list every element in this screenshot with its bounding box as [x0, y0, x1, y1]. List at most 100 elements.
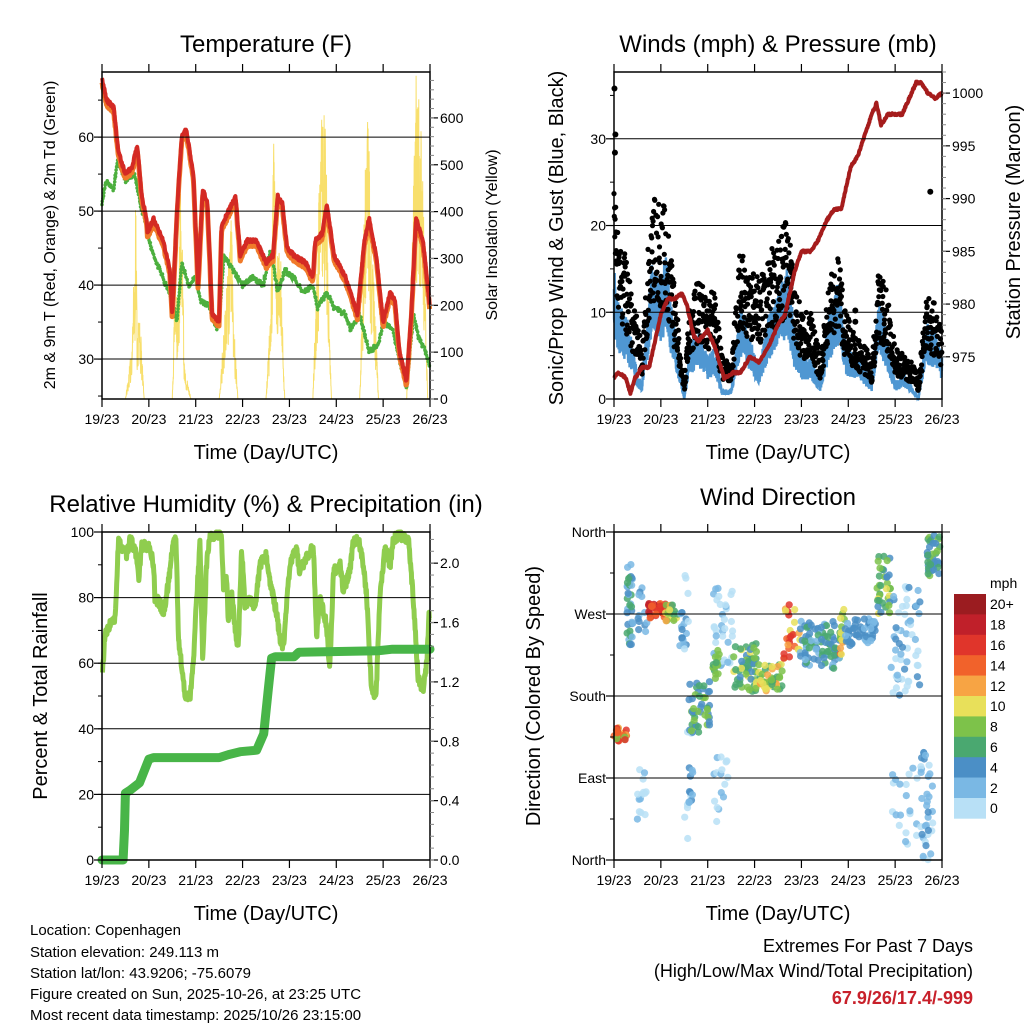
extremes-summary: Extremes For Past 7 Days (High/Low/Max W… [654, 936, 973, 1008]
direction-point [782, 607, 790, 615]
gust-point [657, 259, 663, 266]
direction-point [935, 533, 944, 541]
gust-point [650, 290, 656, 296]
y-tick-label: 0 [598, 391, 606, 407]
direction-point [902, 792, 910, 800]
gust-point [673, 300, 679, 306]
direction-point [703, 706, 712, 714]
y-tick-label: 80 [78, 590, 94, 606]
gust-point [884, 307, 890, 313]
gust-point [809, 317, 815, 323]
gust-point [676, 336, 682, 342]
direction-point [711, 653, 720, 661]
gust-point [923, 299, 929, 305]
x-tick-label: 22/23 [737, 872, 772, 888]
gust-point [682, 386, 688, 392]
direction-point [840, 605, 848, 614]
direction-point [875, 572, 884, 580]
gust-point [762, 332, 768, 338]
gust-point [873, 341, 879, 347]
gust-point [637, 332, 643, 338]
direction-point [820, 654, 828, 662]
gust-point [755, 315, 762, 321]
gust-point [881, 321, 887, 327]
gust-point [758, 299, 764, 305]
gust-point [927, 188, 934, 195]
gust-point [691, 309, 697, 315]
direction-point [761, 661, 769, 670]
gust-point [773, 276, 779, 282]
gust-point [810, 323, 816, 329]
x-tick-label: 21/23 [178, 872, 213, 888]
direction-point [913, 673, 922, 681]
x-tick-label: 26/23 [924, 411, 959, 427]
direction-point [784, 641, 792, 649]
gust-point [831, 307, 837, 313]
gust-point [675, 340, 681, 346]
gust-point [758, 336, 764, 342]
direction-point [902, 838, 910, 846]
direction-point [705, 678, 714, 686]
speed-legend: mph 20+ 18 16 14 12 10 8 6 4 2 0 [954, 575, 1017, 819]
gust-point [798, 340, 804, 347]
direction-point [626, 627, 634, 635]
gust-point [931, 300, 937, 306]
gust-point [775, 255, 781, 262]
gust-point [774, 284, 780, 290]
gust-point [674, 347, 681, 353]
direction-point [913, 831, 921, 840]
gust-point [650, 218, 656, 224]
gust-point [683, 374, 689, 381]
legend-swatch [954, 634, 986, 656]
direction-point [927, 560, 935, 569]
gust-point [899, 350, 905, 356]
gust-point [685, 355, 691, 362]
latlon-text: Station lat/lon: 43.9206; -75.6079 [30, 965, 251, 982]
x-tick-label: 22/23 [737, 411, 772, 427]
direction-point [830, 664, 838, 672]
x-tick-label: 19/23 [84, 411, 119, 427]
direction-point [736, 673, 744, 681]
direction-point [898, 643, 907, 651]
legend-label: 4 [990, 759, 998, 775]
legend-label: 14 [990, 657, 1006, 673]
temperature-x-label: Time (Day/UTC) [194, 442, 339, 464]
gust-point [783, 231, 789, 237]
gust-point [891, 341, 897, 347]
direction-point [926, 770, 934, 778]
gust-point [747, 322, 753, 328]
pressure-line [612, 79, 944, 396]
gust-point [612, 234, 618, 240]
direction-point [830, 622, 839, 630]
direction-point [625, 575, 633, 583]
x-tick-label: 22/23 [225, 872, 260, 888]
gust-point [929, 308, 935, 314]
direction-point [718, 766, 726, 774]
direction-point [924, 570, 932, 578]
direction-point [892, 646, 900, 654]
direction-point [789, 631, 797, 639]
direction-point [778, 667, 786, 675]
gust-point [865, 351, 872, 358]
gust-point [922, 319, 928, 325]
extremes-values: 67.9/26/17.4/-999 [832, 988, 973, 1008]
gust-point [820, 358, 826, 364]
wind-y-label: Sonic/Prop Wind & Gust (Blue, Black) [546, 71, 568, 406]
gust-point [787, 312, 793, 318]
gust-point [692, 288, 698, 294]
gust-point [738, 302, 744, 308]
x-tick-label: 24/23 [319, 411, 354, 427]
y2-tick-label: 995 [952, 138, 976, 154]
gust-point [717, 334, 723, 340]
gust-point [779, 303, 785, 309]
gust-point [741, 314, 747, 320]
direction-point [817, 661, 826, 670]
direction-point [756, 676, 765, 685]
elevation-text: Station elevation: 249.113 m [30, 944, 219, 961]
y2-tick-label: 0.0 [440, 852, 460, 868]
direction-point [817, 623, 825, 632]
direction-point [613, 735, 621, 743]
direction-point [747, 668, 755, 676]
direction-point [905, 770, 913, 778]
gust-point [693, 295, 699, 301]
